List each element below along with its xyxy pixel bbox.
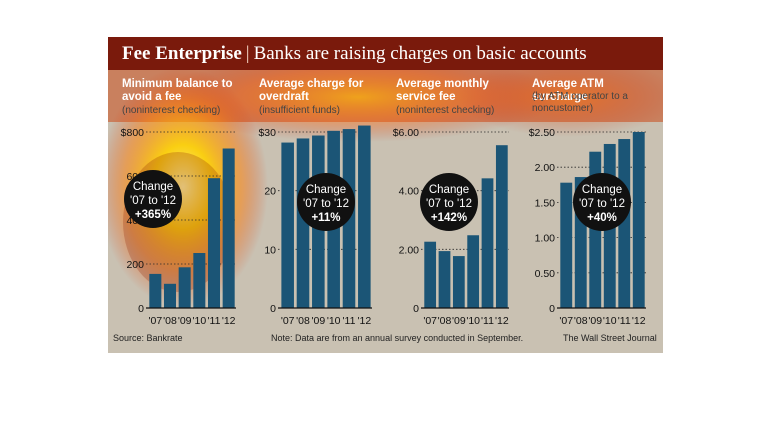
panel-1-bar <box>207 178 221 308</box>
panel-4-badge-line2: '07 to '12 <box>579 198 625 210</box>
panel-2-tick-label: 0 <box>270 303 276 315</box>
panel-3-badge-line3: +142% <box>431 212 467 224</box>
panel-3-change-badge <box>420 173 478 231</box>
panel-2-change-badge <box>297 173 355 231</box>
panel-2-badge-line3: +11% <box>311 212 340 224</box>
panel-1-category-label: '07 <box>148 315 162 327</box>
panel-4-category-label: '09 <box>588 315 602 327</box>
panel-3-bar <box>467 235 480 308</box>
panel-4-title: Average ATM surcharge <box>532 78 604 103</box>
panel-3-subtitle: (noninterest checking) <box>396 105 495 116</box>
panel-1-tick-label: $800 <box>121 127 145 139</box>
panel-2-tick-label: 20 <box>264 186 276 198</box>
panel-3-bar <box>424 241 437 308</box>
header-separator: | <box>245 43 250 64</box>
panel-3-category-label: '11 <box>481 315 494 327</box>
panel-2-badge-line2: '07 to '12 <box>303 198 349 210</box>
panel-4-category-label: '10 <box>603 315 617 327</box>
panel-4-category-label: '08 <box>574 315 588 327</box>
panel-3-tick-label: $6.00 <box>393 127 419 139</box>
panel-1-change-badge <box>124 170 182 228</box>
fee-enterprise-figure: Fee Enterprise | Banks are raising charges… <box>108 37 663 353</box>
panel-3-badge-line2: '07 to '12 <box>426 198 472 210</box>
panel-4-bar <box>560 182 573 308</box>
panel-2-bar <box>296 138 310 308</box>
panel-1-category-label: '08 <box>163 315 177 327</box>
panel-4-badge-line1: Change <box>582 184 622 196</box>
panel-4-bar <box>574 177 587 308</box>
header-subtitle: Banks are raising charges on basic accou… <box>253 43 587 64</box>
panel-1-tick-label: 200 <box>126 259 144 271</box>
panel-2-category-label: '12 <box>357 315 371 327</box>
panel-4-category-label: '12 <box>632 315 646 327</box>
panel-1-bar <box>222 148 235 308</box>
panel-2-subtitle: (insufficient funds) <box>259 105 340 116</box>
header-title: Fee Enterprise <box>122 43 242 64</box>
panel-3-tick-label: 4.00 <box>399 186 420 198</box>
panel-1-category-label: '10 <box>192 315 206 327</box>
panel-3-category-label: '12 <box>495 315 509 327</box>
panel-2-category-label: '09 <box>311 315 325 327</box>
data-note: Note: Data are from an annual survey con… <box>271 333 524 343</box>
panel-3-category-label: '10 <box>466 315 480 327</box>
panel-1-subtitle: (noninterest checking) <box>122 105 221 116</box>
panel-1-badge-line1: Change <box>133 181 173 193</box>
panel-2-badge-line1: Change <box>306 184 346 196</box>
panel-1-bar <box>178 267 191 308</box>
header-bar: Fee Enterprise | Banks are raising charges… <box>108 37 663 70</box>
panel-4-tick-label: $2.50 <box>529 127 555 139</box>
panel-4-tick-label: 1.00 <box>535 233 556 245</box>
panel-3-title: Average monthly service fee <box>396 78 489 103</box>
panel-4-tick-label: 0.50 <box>535 268 556 280</box>
panel-4-bar <box>618 139 631 308</box>
panel-4-badge-line3: +40% <box>587 212 617 224</box>
panel-2-title: Average charge for overdraft <box>259 78 364 103</box>
panel-1-badge-line3: +365% <box>135 209 171 221</box>
panel-2-category-label: '10 <box>327 315 341 327</box>
panel-3-category-label: '08 <box>438 315 452 327</box>
panel-4-tick-label: 2.00 <box>535 162 556 174</box>
panel-1-category-label: '11 <box>208 315 221 327</box>
panel-1-tick-label: 0 <box>138 303 144 315</box>
panel-1-bar <box>193 253 206 308</box>
panel-4-category-label: '11 <box>618 315 631 327</box>
panel-3-tick-label: 2.00 <box>399 244 420 256</box>
charts-layer: 0200400600$800'07'08'09'10'11'12Change'0… <box>121 125 646 327</box>
panel-1-category-label: '09 <box>178 315 192 327</box>
source-note: Source: Bankrate <box>113 333 183 343</box>
panel-2-category-label: '07 <box>281 315 295 327</box>
panel-1-bar <box>149 273 162 308</box>
panel-4-bar <box>632 132 645 308</box>
credit-note: The Wall Street Journal <box>563 333 657 343</box>
panel-4-category-label: '07 <box>559 315 573 327</box>
panel-2-tick-label: 10 <box>264 244 276 256</box>
panel-1-title: Minimum balance to avoid a fee <box>122 78 233 103</box>
panel-2-category-label: '11 <box>343 315 356 327</box>
panel-4-subtitle: (by ATM operator to a noncustomer) <box>532 91 628 114</box>
panel-3-category-label: '09 <box>452 315 466 327</box>
panel-3-bar <box>495 145 508 308</box>
panel-3-bar <box>481 178 494 308</box>
panel-2-bar <box>281 142 294 308</box>
panel-1-category-label: '12 <box>222 315 236 327</box>
panel-2-category-label: '08 <box>296 315 310 327</box>
panel-3-bar <box>438 251 451 308</box>
panel-1-badge-line2: '07 to '12 <box>130 195 176 207</box>
panel-3-category-label: '07 <box>423 315 437 327</box>
panel-4-tick-label: 0 <box>549 303 555 315</box>
panel-3-tick-label: 0 <box>413 303 419 315</box>
panel-2-bar <box>358 125 371 309</box>
panel-3-badge-line1: Change <box>429 184 469 196</box>
panel-4-change-badge <box>573 173 631 231</box>
panel-1-bar <box>163 283 177 308</box>
panel-2-tick-label: $30 <box>258 127 276 139</box>
panel-3-bar <box>452 256 465 308</box>
panel-4-tick-label: 1.50 <box>535 197 556 209</box>
